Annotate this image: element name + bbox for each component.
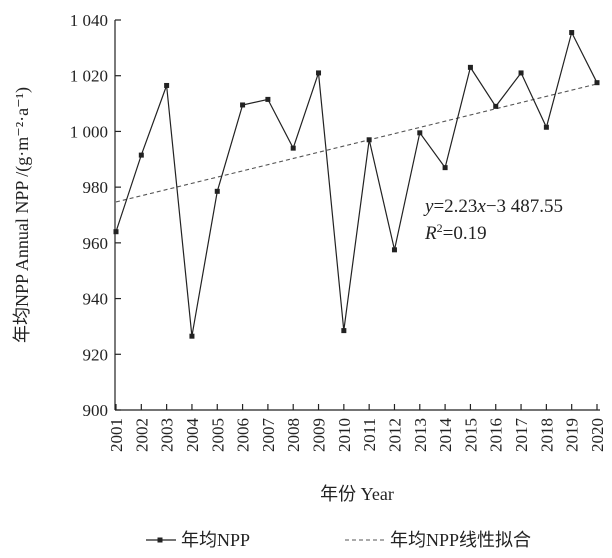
legend-label-fit: 年均NPP线性拟合: [390, 530, 531, 550]
equation-coef: =2.23: [433, 196, 477, 217]
x-tick-label: 2019: [563, 418, 582, 452]
npp-data-point: [543, 124, 549, 130]
y-tick-label: 1 000: [70, 122, 108, 141]
npp-data-point: [391, 247, 397, 253]
npp-data-point: [467, 64, 473, 70]
x-tick-label: 2012: [385, 418, 404, 452]
x-tick-label: 2006: [234, 418, 253, 452]
x-tick-label: 2005: [208, 418, 227, 452]
y-axis-title: 年均NPP Annual NPP /(g·m⁻²·a⁻¹): [12, 87, 33, 343]
npp-data-point: [442, 165, 448, 171]
x-tick-label: 2010: [335, 418, 354, 452]
r2-superscript: 2: [437, 221, 443, 235]
legend: 年均NPP 年均NPP线性拟合: [146, 530, 531, 550]
npp-data-point: [518, 70, 524, 76]
r2-symbol: R: [424, 223, 437, 244]
x-tick-label: 2017: [512, 418, 531, 453]
x-tick-label: 2015: [461, 418, 480, 452]
x-tick-label: 2007: [259, 418, 278, 453]
trend-line-group: [115, 83, 598, 203]
legend-marker-npp: [157, 537, 163, 543]
equation-intercept: −3 487.55: [486, 196, 563, 217]
y-tick-label: 900: [83, 401, 109, 420]
y-tick-label: 960: [83, 234, 109, 253]
y-tick-label: 1 040: [70, 11, 108, 30]
legend-label-npp: 年均NPP: [181, 530, 250, 550]
npp-data-point: [214, 188, 220, 194]
equation-annotation: y=2.23x−3 487.55: [423, 196, 563, 217]
x-tick-label: 2020: [588, 418, 607, 452]
x-axis-title: 年份 Year: [320, 484, 394, 504]
npp-data-point: [569, 30, 575, 36]
x-tick-label: 2002: [132, 418, 151, 452]
x-tick-label: 2001: [107, 418, 126, 452]
npp-data-point: [316, 70, 322, 76]
series-group: [113, 30, 600, 339]
y-ticks: 900 920 940 960 980 1 000 1 020 1 040: [70, 11, 121, 420]
r2-annotation: R2=0.19: [424, 221, 487, 244]
trend-line: [115, 83, 598, 203]
equation-y-var: y: [423, 196, 434, 217]
x-tick-label: 2018: [537, 418, 556, 452]
x-tick-label: 2003: [158, 418, 177, 452]
npp-data-point: [113, 229, 119, 235]
equation-x-var: x: [476, 196, 486, 217]
npp-data-point: [189, 333, 195, 339]
r2-value: =0.19: [443, 223, 487, 244]
axes: [114, 20, 600, 411]
npp-data-point: [341, 328, 347, 334]
npp-data-point: [594, 80, 600, 86]
y-tick-label: 920: [83, 345, 109, 364]
x-tick-label: 2013: [411, 418, 430, 452]
npp-data-point: [265, 96, 271, 102]
x-tick-label: 2009: [310, 418, 329, 452]
x-tick-label: 2008: [284, 418, 303, 452]
npp-series-line: [115, 30, 598, 337]
npp-data-point: [366, 137, 372, 143]
npp-data-point: [493, 103, 499, 109]
npp-data-point: [417, 130, 423, 136]
y-tick-label: 940: [83, 290, 109, 309]
y-tick-label: 980: [83, 178, 109, 197]
x-tick-label: 2016: [487, 418, 506, 452]
npp-data-point: [138, 152, 144, 158]
npp-data-point: [240, 102, 246, 108]
x-tick-label: 2004: [183, 418, 202, 453]
npp-data-point: [164, 82, 170, 88]
npp-data-point: [290, 145, 296, 151]
x-tick-label: 2014: [436, 418, 455, 453]
x-ticks: 2001 2002 2003 2004 2005 2006 2007 2008 2009 2010…: [107, 404, 607, 452]
x-tick-label: 2011: [360, 418, 379, 451]
y-tick-label: 1 020: [70, 67, 108, 86]
